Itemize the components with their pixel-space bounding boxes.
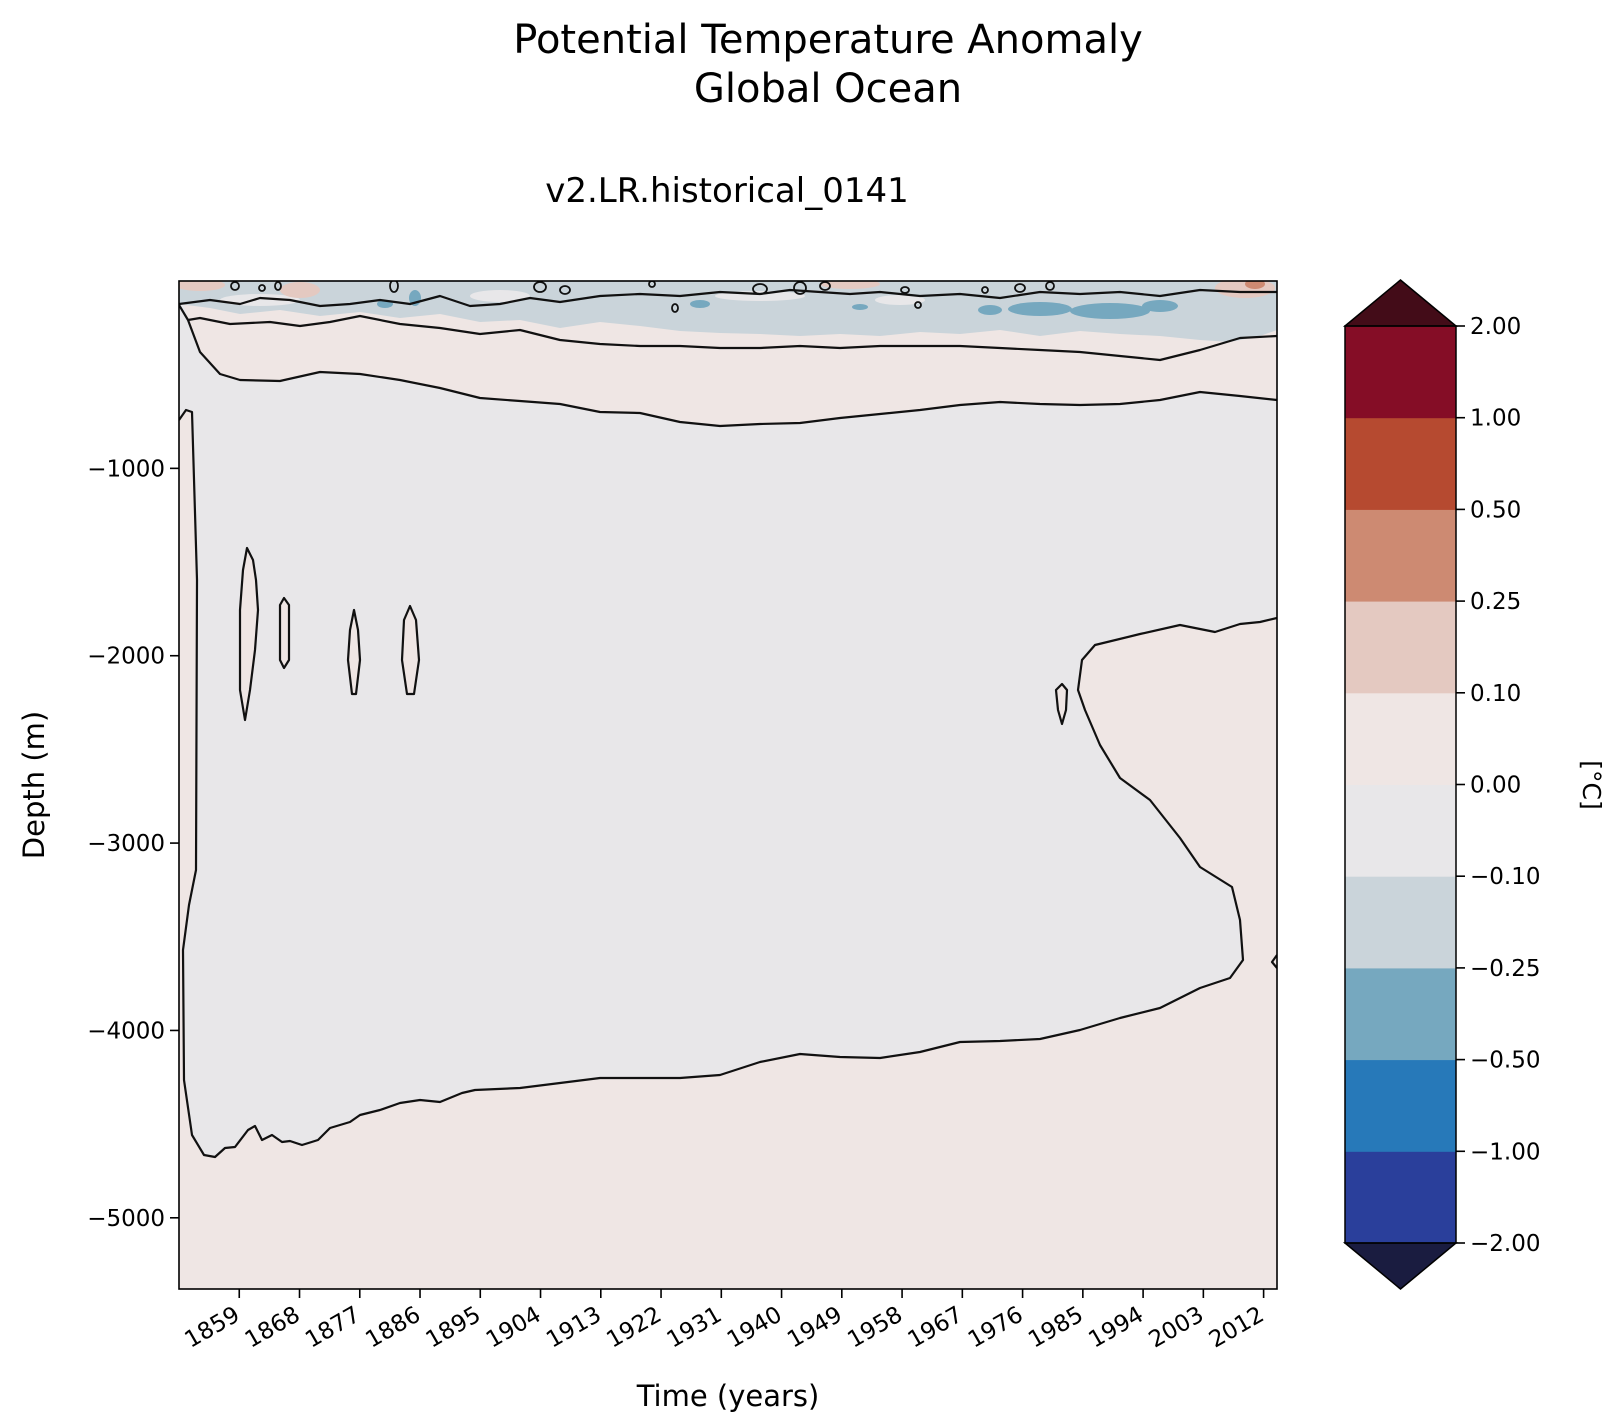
x-tick-label-1922: 1922 — [602, 1302, 666, 1354]
colorbar-bin-9 — [1345, 326, 1456, 419]
contour-line-upper — [179, 304, 1277, 428]
colorbar-tick-label-8: 0.50 — [1470, 497, 1521, 523]
colorbar-tick-label-6: 0.10 — [1470, 681, 1521, 707]
x-tick-label-1886: 1886 — [361, 1302, 425, 1354]
contour-island-1 — [238, 546, 260, 722]
x-tick-label-1994: 1994 — [1084, 1302, 1148, 1354]
colorbar-bin-5 — [1345, 692, 1456, 785]
colorbar-bin-3 — [1345, 876, 1456, 969]
x-tick-label-1895: 1895 — [422, 1302, 486, 1354]
colorbar-bin-2 — [1345, 967, 1456, 1061]
y-tick-label--2000: −2000 — [87, 644, 165, 670]
x-tick-label-1940: 1940 — [723, 1302, 787, 1354]
chart-title-line2: Global Ocean — [694, 66, 962, 112]
colorbar-bin-7 — [1345, 509, 1456, 602]
colorbar-over-extension — [1342, 279, 1459, 327]
colorbar-under-extension — [1342, 1242, 1459, 1290]
contour-line-upper-mid — [187, 314, 1277, 362]
x-tick-label-2003: 2003 — [1145, 1302, 1209, 1354]
contour-island-2 — [278, 596, 291, 670]
chart-subtitle: v2.LR.historical_0141 — [545, 171, 909, 211]
x-tick-label-1904: 1904 — [482, 1302, 546, 1354]
colorbar-tick-label-1: −1.00 — [1470, 1139, 1540, 1165]
contour-line-cool-core — [179, 408, 1277, 1159]
colorbar-tick-label-5: 0.00 — [1470, 773, 1521, 799]
colorbar-tick-label-3: −0.25 — [1470, 956, 1540, 982]
colorbar-tick-label-7: 0.25 — [1470, 589, 1521, 615]
contour-fill-layer — [179, 281, 1277, 1289]
x-tick-label-1949: 1949 — [783, 1302, 847, 1354]
colorbar-bin-8 — [1345, 417, 1456, 510]
colorbar-tick-label-4: −0.10 — [1470, 864, 1540, 890]
contour-lines — [179, 281, 1277, 1159]
x-tick-label-1985: 1985 — [1024, 1302, 1088, 1354]
colorbar-label: [°C] — [1577, 760, 1606, 809]
colorbar-tick-label-0: −2.00 — [1470, 1231, 1540, 1257]
x-tick-label-1976: 1976 — [964, 1302, 1028, 1354]
plot-frame — [178, 280, 1278, 1290]
surface-cool-patches — [377, 290, 1178, 319]
region-mid-depth-cool-core — [179, 304, 1277, 1157]
colorbar-bin-6 — [1345, 601, 1456, 694]
colorbar-tick-label-2: −0.50 — [1470, 1048, 1540, 1074]
contour-line-surface — [179, 288, 1277, 308]
x-axis-label: Time (years) — [636, 1379, 820, 1413]
y-tick-label--3000: −3000 — [87, 831, 165, 857]
contour-edge-right — [1270, 954, 1277, 969]
x-tick-label-1859: 1859 — [181, 1302, 245, 1354]
chart-title-line1: Potential Temperature Anomaly — [513, 17, 1143, 63]
x-tick-label-1877: 1877 — [301, 1302, 365, 1354]
colorbar-bin-4 — [1345, 784, 1456, 877]
x-tick-label-1967: 1967 — [904, 1302, 968, 1354]
colorbar-bin-0 — [1345, 1151, 1456, 1244]
colorbar-tick-label-9: 1.00 — [1470, 406, 1521, 432]
contour-island-4 — [400, 604, 421, 696]
x-tick-label-2012: 2012 — [1205, 1302, 1269, 1354]
late-deep-warming-region — [1078, 618, 1277, 960]
x-axis: 1859186818771886189519041913192219311940… — [181, 1289, 1269, 1353]
colorbar: −2.00 −1.00 −0.50 −0.25 −0.10 0.00 0.10 0.25 0.5… — [1342, 279, 1540, 1290]
y-tick-label--1000: −1000 — [87, 456, 165, 482]
contour-island-5 — [1054, 682, 1069, 726]
x-tick-label-1958: 1958 — [843, 1302, 907, 1354]
y-tick-label--5000: −5000 — [87, 1206, 165, 1232]
contour-surface-squiggles — [230, 281, 1055, 313]
contour-island-3 — [346, 608, 362, 696]
y-axis: −1000 −2000 −3000 −4000 −5000 — [87, 456, 179, 1232]
x-tick-label-1868: 1868 — [241, 1302, 305, 1354]
x-tick-label-1913: 1913 — [542, 1302, 606, 1354]
surface-warm-spot — [1245, 281, 1265, 289]
colorbar-tick-label-10: 2.00 — [1470, 314, 1521, 340]
colorbar-bin-1 — [1345, 1059, 1456, 1152]
region-surface-cool-band — [179, 281, 1277, 342]
y-axis-label: Depth (m) — [17, 711, 51, 859]
y-tick-label--4000: −4000 — [87, 1018, 165, 1044]
x-tick-label-1931: 1931 — [663, 1302, 727, 1354]
